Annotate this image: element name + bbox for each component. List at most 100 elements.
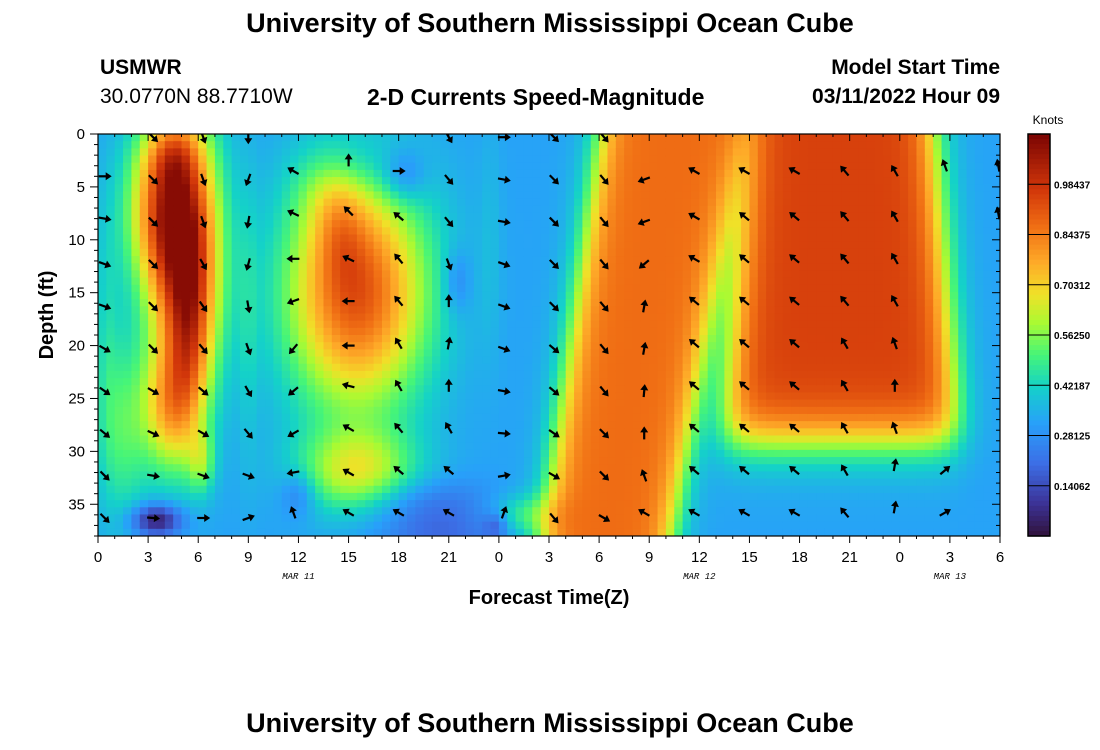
heatmap-cell	[557, 291, 567, 300]
heatmap-cell	[131, 385, 141, 394]
heatmap-cell	[98, 514, 107, 523]
heatmap-cell	[407, 169, 416, 178]
heatmap-cell	[699, 442, 709, 451]
heatmap-cell	[281, 191, 291, 200]
heatmap-cell	[114, 191, 124, 200]
heatmap-cell	[457, 421, 467, 429]
heatmap-cell	[148, 385, 158, 394]
heatmap-cell	[106, 220, 116, 228]
heatmap-cell	[98, 263, 107, 271]
heatmap-cell	[281, 299, 291, 307]
heatmap-cell	[557, 413, 567, 422]
heatmap-cell	[423, 528, 433, 536]
heatmap-cell	[640, 399, 650, 408]
heatmap-cell	[757, 413, 767, 422]
heatmap-cell	[682, 485, 692, 494]
heatmap-cell	[574, 399, 584, 408]
heatmap-cell	[189, 485, 199, 494]
heatmap-cell	[732, 205, 742, 214]
heatmap-cell	[757, 234, 767, 243]
heatmap-cell	[515, 464, 525, 472]
heatmap-cell	[515, 306, 525, 315]
heatmap-cell	[173, 291, 183, 300]
heatmap-cell	[331, 500, 341, 508]
heatmap-cell	[774, 284, 784, 293]
heatmap-cell	[791, 169, 801, 178]
heatmap-cell	[757, 313, 767, 322]
heatmap-cell	[123, 277, 133, 286]
heatmap-cell	[649, 406, 659, 415]
heatmap-cell	[565, 442, 575, 451]
heatmap-cell	[98, 435, 107, 444]
heatmap-cell	[131, 528, 141, 536]
heatmap-cell	[440, 169, 450, 178]
heatmap-cell	[665, 370, 675, 379]
heatmap-cell	[123, 155, 133, 164]
heatmap-cell	[148, 256, 158, 264]
heatmap-cell	[507, 263, 517, 271]
heatmap-cell	[707, 320, 717, 329]
heatmap-cell	[331, 162, 341, 171]
heatmap-cell	[590, 507, 600, 516]
heatmap-cell	[98, 299, 107, 307]
heatmap-cell	[807, 442, 817, 451]
heatmap-cell	[782, 313, 792, 322]
heatmap-cell	[657, 521, 667, 530]
heatmap-cell	[407, 248, 416, 257]
heatmap-cell	[390, 270, 400, 279]
heatmap-cell	[106, 449, 116, 458]
heatmap-cell	[423, 162, 433, 171]
heatmap-cell	[582, 313, 592, 322]
heatmap-cell	[348, 528, 358, 536]
heatmap-cell	[674, 392, 684, 401]
heatmap-cell	[716, 442, 725, 451]
heatmap-cell	[457, 399, 467, 408]
heatmap-cell	[189, 191, 199, 200]
heatmap-cell	[824, 442, 834, 451]
heatmap-cell	[298, 148, 308, 157]
heatmap-cell	[356, 406, 366, 415]
heatmap-cell	[214, 191, 224, 200]
heatmap-cell	[590, 421, 600, 429]
heatmap-cell	[415, 169, 425, 178]
heatmap-cell	[189, 370, 199, 379]
heatmap-cell	[540, 270, 550, 279]
heatmap-cell	[457, 177, 467, 185]
heatmap-cell	[390, 277, 400, 286]
heatmap-cell	[98, 220, 107, 228]
heatmap-cell	[148, 478, 158, 487]
heatmap-cell	[298, 370, 308, 379]
heatmap-cell	[373, 162, 383, 171]
heatmap-cell	[824, 507, 834, 516]
heatmap-cell	[816, 306, 826, 315]
heatmap-cell	[198, 291, 208, 300]
heatmap-cell	[690, 162, 700, 171]
heatmap-cell	[657, 378, 667, 386]
heatmap-cell	[156, 141, 166, 149]
heatmap-cell	[465, 270, 475, 279]
heatmap-cell	[139, 184, 149, 193]
heatmap-cell	[298, 528, 308, 536]
heatmap-cell	[290, 191, 300, 200]
heatmap-cell	[139, 514, 149, 523]
heatmap-cell	[248, 313, 258, 322]
heatmap-cell	[490, 406, 500, 415]
heatmap-cell	[807, 256, 817, 264]
heatmap-cell	[473, 291, 483, 300]
heatmap-cell	[164, 284, 174, 293]
heatmap-cell	[306, 177, 316, 185]
heatmap-cell	[148, 406, 158, 415]
heatmap-cell	[757, 442, 767, 451]
heatmap-cell	[432, 514, 442, 523]
heatmap-cell	[557, 306, 567, 315]
heatmap-cell	[549, 507, 558, 516]
heatmap-cell	[498, 385, 508, 394]
heatmap-cell	[306, 435, 316, 444]
heatmap-cell	[407, 385, 416, 394]
heatmap-cell	[148, 435, 158, 444]
heatmap-cell	[824, 449, 834, 458]
heatmap-cell	[189, 471, 199, 480]
heatmap-cell	[824, 169, 834, 178]
heatmap-cell	[365, 521, 375, 530]
heatmap-cell	[323, 399, 333, 408]
